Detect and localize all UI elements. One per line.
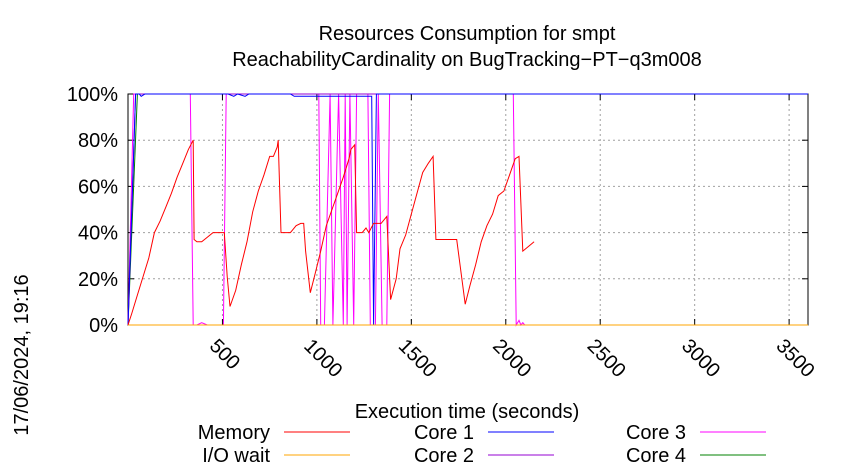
x-axis-label: Execution time (seconds) (355, 401, 580, 423)
series-line-core-3 (127, 93, 808, 327)
timestamp: 17/06/2024, 19:16 (11, 274, 33, 435)
y-tick-label: 60% (78, 176, 118, 198)
series-line-core-4 (127, 93, 808, 326)
chart-subtitle: ReachabilityCardinality on BugTracking−P… (232, 49, 702, 71)
legend-label-i-o-wait: I/O wait (202, 445, 270, 467)
legend-label-memory: Memory (198, 422, 270, 444)
y-tick-label: 80% (78, 130, 118, 152)
grid (128, 94, 808, 325)
legend-label-core-2: Core 2 (414, 445, 474, 467)
x-tick-label: 3500 (772, 335, 819, 382)
chart-title: Resources Consumption for smpt (319, 23, 616, 45)
legend-label-core-1: Core 1 (414, 422, 474, 444)
series-lines (127, 93, 808, 327)
x-tick-label: 3000 (677, 335, 724, 382)
plot-frame (127, 93, 809, 326)
x-tick-label: 2500 (583, 335, 630, 382)
y-tick-label: 20% (78, 269, 118, 291)
legend-label-core-4: Core 4 (626, 445, 686, 467)
legend-label-core-3: Core 3 (626, 422, 686, 444)
x-tick-label: 1000 (299, 335, 346, 382)
y-tick-label: 100% (67, 84, 118, 106)
y-tick-label: 40% (78, 223, 118, 245)
x-tick-label: 1500 (394, 335, 441, 382)
x-tick-label: 500 (205, 335, 244, 374)
series-line-core-1 (127, 93, 808, 326)
series-line-core-2 (127, 93, 808, 326)
x-tick-label: 2000 (488, 335, 535, 382)
y-tick-label: 0% (89, 315, 118, 337)
series-line-memory (127, 139, 535, 326)
